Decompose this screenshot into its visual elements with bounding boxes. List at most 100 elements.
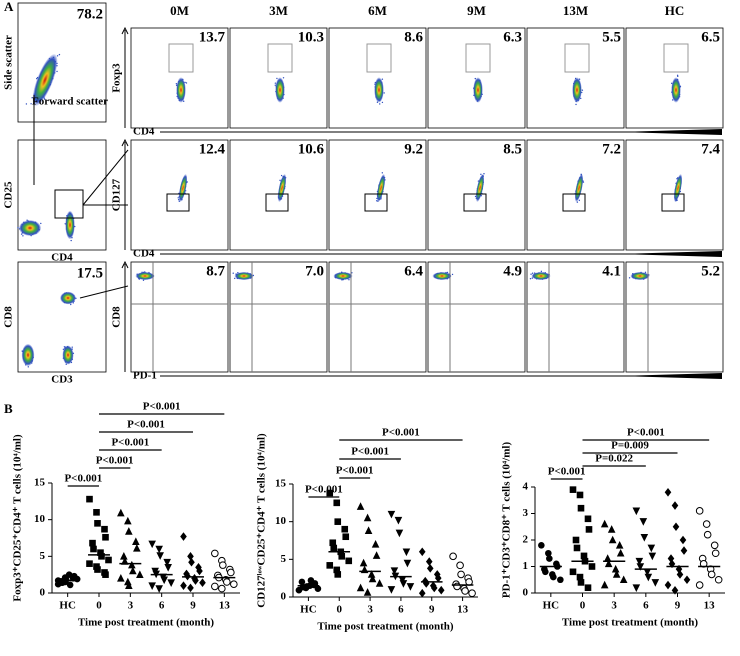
axis-label: PD-1 xyxy=(133,370,157,382)
panel-label: B xyxy=(4,401,13,416)
data-point xyxy=(345,557,353,565)
gate xyxy=(364,193,388,212)
gate-value: 6.3 xyxy=(503,29,522,45)
plot-frame xyxy=(526,261,625,373)
data-point xyxy=(664,488,672,497)
data-point xyxy=(675,564,683,574)
event-dot xyxy=(175,83,178,85)
y-tick-label: 1 xyxy=(523,560,529,572)
event-dot xyxy=(56,70,58,73)
data-point xyxy=(569,568,577,576)
arrow-head xyxy=(121,26,129,35)
event-dot xyxy=(30,103,32,105)
plot-frame xyxy=(328,261,427,373)
p-value: P<0.001 xyxy=(382,427,420,439)
density-blob xyxy=(176,77,186,103)
data-point xyxy=(359,558,368,567)
event-dot xyxy=(70,239,72,242)
arrow-head xyxy=(121,260,129,269)
axis-label: CD4 xyxy=(51,252,73,264)
data-point xyxy=(585,526,593,533)
data-point xyxy=(167,579,175,588)
data-point xyxy=(671,501,679,510)
data-point xyxy=(426,564,434,573)
data-point xyxy=(164,564,172,572)
event-dot xyxy=(483,173,485,175)
event-dot xyxy=(70,303,72,306)
column-header: 9M xyxy=(467,3,486,18)
data-point xyxy=(538,542,545,549)
density-blob xyxy=(21,343,35,367)
data-point xyxy=(403,559,412,568)
data-point xyxy=(707,570,716,579)
data-point xyxy=(341,525,349,533)
gate-value: 6.4 xyxy=(404,263,423,279)
data-point xyxy=(132,537,140,545)
event-dot xyxy=(381,101,384,104)
p-value: P<0.001 xyxy=(305,484,343,496)
data-point xyxy=(223,578,231,586)
data-point xyxy=(364,526,373,535)
data-point xyxy=(307,577,315,584)
event-dot xyxy=(379,103,381,105)
data-point xyxy=(577,579,585,586)
gate xyxy=(54,189,84,219)
event-dot xyxy=(375,200,378,202)
density-blob xyxy=(178,173,188,203)
data-point xyxy=(218,584,226,593)
plot-frame xyxy=(130,261,229,373)
data-point xyxy=(430,583,438,593)
data-point xyxy=(418,588,426,598)
data-point xyxy=(572,536,580,544)
data-point xyxy=(619,575,628,584)
data-point xyxy=(117,508,125,517)
event-dot xyxy=(63,346,66,348)
data-point xyxy=(399,580,408,588)
data-point xyxy=(573,544,581,552)
data-point xyxy=(98,553,105,560)
density-blob xyxy=(62,345,74,365)
density-blob xyxy=(277,173,287,203)
data-point xyxy=(584,584,592,591)
event-dot xyxy=(234,277,236,280)
x-tick-label: HC xyxy=(300,604,317,616)
data-point xyxy=(639,518,648,526)
data-point xyxy=(148,540,156,549)
density-blob xyxy=(60,291,76,305)
data-point xyxy=(557,576,564,584)
y-axis-title: Foxp3⁺CD25⁺CD4⁺ T cells (10⁴/ml) xyxy=(12,434,24,602)
data-point xyxy=(616,548,625,557)
event-dot xyxy=(581,89,584,91)
density-blob xyxy=(673,173,683,203)
data-point xyxy=(611,564,620,573)
data-point xyxy=(600,580,609,589)
plot-frame xyxy=(229,261,328,373)
data-point xyxy=(612,570,621,578)
data-point xyxy=(97,549,104,556)
data-point xyxy=(672,522,680,532)
x-wedge xyxy=(620,251,722,257)
x-axis-title: Time post treatment (month) xyxy=(562,617,698,629)
data-point xyxy=(334,518,342,525)
data-point xyxy=(647,544,656,553)
data-point xyxy=(73,575,81,583)
data-point xyxy=(387,586,396,594)
y-tick-label: 0 xyxy=(523,587,529,599)
density-blob xyxy=(475,173,485,203)
gate-value: 7.2 xyxy=(602,141,621,157)
event-dot xyxy=(529,278,532,280)
p-value: P<0.001 xyxy=(336,465,374,477)
density-blob xyxy=(333,272,353,280)
data-point xyxy=(372,551,381,559)
x-tick-label: 13 xyxy=(704,600,716,612)
data-point xyxy=(456,561,464,570)
data-point xyxy=(635,557,644,566)
y-tick-label: 4 xyxy=(523,481,529,493)
y-tick-label: 10 xyxy=(34,513,46,525)
gate xyxy=(168,43,194,73)
event-dot xyxy=(540,270,543,273)
data-point xyxy=(671,586,679,595)
x-tick-label: 0 xyxy=(337,604,343,616)
y-tick-label: 15 xyxy=(34,477,46,489)
data-point xyxy=(644,573,653,582)
